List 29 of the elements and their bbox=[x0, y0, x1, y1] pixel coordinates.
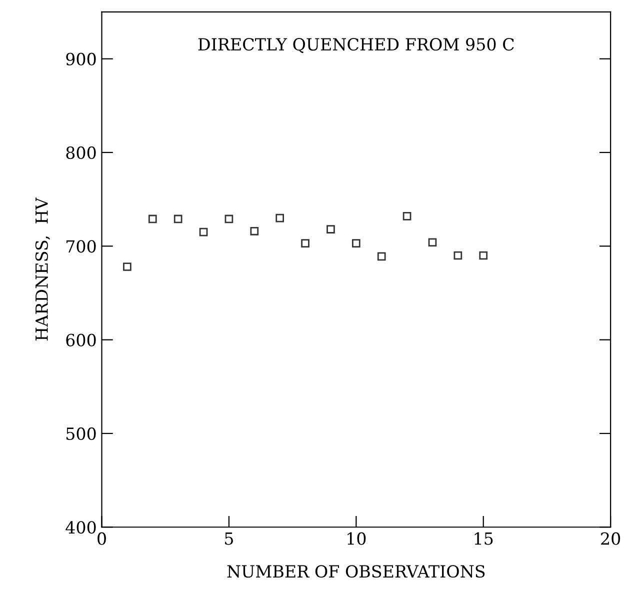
x-tick-label: 15 bbox=[474, 532, 493, 545]
annotation: DIRECTLY QUENCHED FROM 950 C bbox=[198, 38, 514, 54]
point bbox=[276, 214, 284, 222]
point bbox=[250, 226, 259, 236]
point bbox=[326, 225, 335, 234]
y-tick-label: 700 bbox=[66, 240, 96, 253]
x-tick-label: 0 bbox=[98, 532, 106, 545]
y-tick-label: 900 bbox=[66, 52, 96, 66]
point bbox=[352, 239, 360, 248]
point bbox=[148, 214, 157, 224]
point bbox=[479, 251, 488, 260]
x-tick-label: 20 bbox=[601, 532, 620, 545]
y-tick-label: 400 bbox=[66, 521, 96, 534]
point bbox=[301, 239, 310, 248]
point bbox=[199, 228, 208, 236]
point bbox=[123, 262, 132, 271]
point bbox=[174, 214, 182, 224]
x-tick-label: 10 bbox=[348, 532, 366, 545]
point bbox=[428, 238, 437, 247]
point bbox=[377, 252, 386, 261]
x-axis-title: NUMBER OF OBSERVATIONS bbox=[227, 565, 485, 578]
y-tick-label: 500 bbox=[66, 427, 96, 440]
x-tick-label: 5 bbox=[225, 532, 233, 545]
point bbox=[454, 251, 462, 260]
point bbox=[402, 212, 412, 220]
y-axis-title: HARDNESS, HV bbox=[35, 197, 50, 340]
point bbox=[224, 214, 234, 224]
y-tick-label: 800 bbox=[66, 146, 96, 160]
y-tick-label: 600 bbox=[66, 334, 96, 346]
